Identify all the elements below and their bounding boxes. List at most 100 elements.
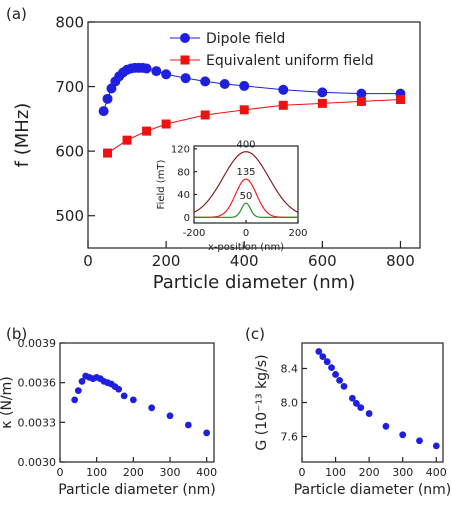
inset-ytick-label: 40 bbox=[177, 190, 190, 201]
a-ytick-label: 500 bbox=[55, 207, 84, 225]
a-legend-marker bbox=[180, 33, 190, 43]
a-series-line-0 bbox=[103, 67, 401, 112]
b-xtick-label: 100 bbox=[86, 466, 107, 479]
chart-c: 0 100 200 300 400 7.6 8.0 8.4 Particle diameter … bbox=[254, 342, 452, 498]
b-ytick-label: 0.0036 bbox=[18, 377, 57, 390]
b-point bbox=[71, 396, 79, 404]
c-frame bbox=[301, 342, 444, 463]
inset-xlabel: x-position (nm) bbox=[208, 242, 284, 253]
c-xtick-label: 300 bbox=[392, 466, 413, 479]
a-square-point bbox=[239, 105, 249, 115]
inset-ytick-label: 120 bbox=[171, 144, 190, 155]
inset-curve-label: 135 bbox=[236, 167, 255, 178]
c-point bbox=[319, 353, 327, 360]
c-point bbox=[332, 371, 339, 378]
b-xtick-label: 400 bbox=[196, 466, 217, 479]
a-square-point bbox=[200, 110, 210, 120]
a-circle-point bbox=[102, 93, 113, 104]
c-xtick-label: 100 bbox=[325, 466, 346, 479]
c-point bbox=[315, 348, 323, 355]
c-point bbox=[336, 377, 343, 384]
a-ytick-label: 700 bbox=[55, 78, 84, 96]
inset-curve-400 bbox=[193, 151, 299, 213]
panel-label-b: (b) bbox=[6, 325, 27, 343]
a-circle-point bbox=[161, 69, 172, 80]
b-point bbox=[184, 421, 192, 429]
a-xtick-label: 600 bbox=[308, 252, 337, 270]
a-square-point bbox=[161, 119, 171, 129]
a-square-point bbox=[103, 148, 113, 158]
a-xtick-label: 200 bbox=[152, 252, 181, 270]
inset-curve-label: 50 bbox=[240, 191, 253, 202]
b-point bbox=[203, 429, 211, 437]
c-ytick-label: 8.4 bbox=[281, 362, 299, 375]
b-xtick-label: 0 bbox=[57, 466, 64, 479]
a-circle-point bbox=[141, 63, 152, 74]
c-xlabel: Particle diameter (nm) bbox=[294, 482, 452, 498]
b-point bbox=[166, 412, 174, 420]
inset-ylabel: Field (mT) bbox=[156, 159, 167, 209]
panel-label-a: (a) bbox=[6, 5, 27, 23]
c-xtick-label: 200 bbox=[359, 466, 380, 479]
inset-curve-label: 400 bbox=[236, 140, 255, 151]
b-point bbox=[74, 387, 82, 394]
c-point bbox=[328, 364, 335, 372]
b-point bbox=[115, 385, 123, 393]
a-legend-label: Dipole field bbox=[206, 31, 285, 47]
a-square-point bbox=[142, 126, 152, 136]
a-legend-label: Equivalent uniform field bbox=[206, 53, 374, 69]
c-ytick-label: 7.6 bbox=[281, 430, 299, 443]
c-point bbox=[348, 394, 356, 402]
inset-xtick-label: 200 bbox=[288, 228, 307, 239]
a-square-point bbox=[395, 94, 405, 104]
inset-ytick-label: 0 bbox=[184, 213, 190, 224]
c-ylabel: G (10⁻¹³ kg/s) bbox=[254, 354, 270, 450]
c-point bbox=[416, 437, 423, 445]
a-legend-marker bbox=[180, 55, 190, 65]
a-circle-point bbox=[200, 76, 211, 87]
a-circle-point bbox=[356, 88, 367, 99]
b-xlabel: Particle diameter (nm) bbox=[58, 482, 216, 498]
panel-label-c: (c) bbox=[245, 325, 265, 343]
inset-xtick-label: 0 bbox=[243, 228, 249, 239]
a-frame bbox=[87, 21, 421, 249]
a-xtick-label: 800 bbox=[386, 252, 415, 270]
b-point bbox=[129, 396, 137, 404]
b-xtick-label: 200 bbox=[123, 466, 144, 479]
b-xtick-label: 300 bbox=[160, 466, 181, 479]
a-circle-point bbox=[98, 106, 109, 117]
inset-xtick-label: -200 bbox=[183, 228, 206, 239]
c-point bbox=[399, 431, 407, 439]
a-xlabel: Particle diameter (nm) bbox=[153, 272, 356, 293]
a-square-point bbox=[122, 135, 132, 145]
c-ytick-label: 8.0 bbox=[281, 396, 299, 409]
a-circle-point bbox=[151, 66, 162, 77]
c-point bbox=[432, 442, 440, 450]
a-square-point bbox=[356, 96, 366, 106]
c-point bbox=[340, 382, 348, 390]
chart-b: 0 100 200 300 400 0.0030 0.0033 0.0036 0.0039 Par… bbox=[0, 337, 217, 498]
b-ylabel: κ (N/m) bbox=[0, 376, 15, 428]
a-xtick-label: 0 bbox=[83, 252, 93, 270]
a-circle-point bbox=[219, 78, 230, 89]
inset-curve-50 bbox=[194, 202, 298, 218]
inset-ytick-label: 80 bbox=[177, 167, 190, 178]
c-point bbox=[323, 358, 331, 366]
c-point bbox=[357, 404, 365, 411]
a-circle-point bbox=[180, 73, 191, 84]
b-point bbox=[78, 377, 86, 385]
a-circle-point bbox=[239, 80, 250, 91]
b-point bbox=[120, 392, 128, 400]
b-ytick-label: 0.0033 bbox=[18, 416, 57, 429]
c-point bbox=[382, 422, 390, 430]
c-point bbox=[352, 399, 360, 407]
a-xtick-label: 400 bbox=[230, 252, 259, 270]
b-frame bbox=[59, 342, 215, 463]
b-point bbox=[148, 404, 156, 412]
inset-frame bbox=[193, 145, 299, 224]
a-ylabel: f (MHz) bbox=[12, 103, 33, 168]
c-point bbox=[365, 410, 373, 417]
a-circle-point bbox=[317, 87, 328, 98]
